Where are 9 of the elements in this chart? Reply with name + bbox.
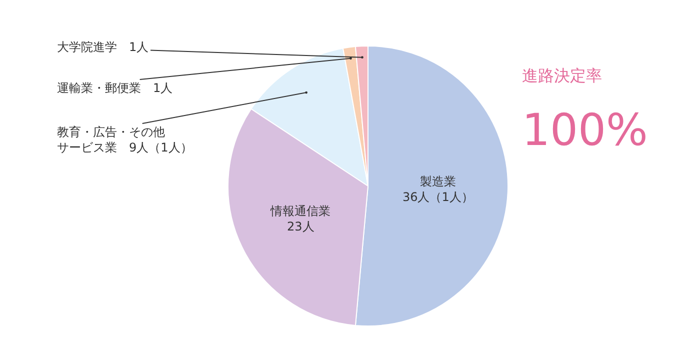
slice-label: 運輸業・郵便業 1人 (57, 81, 173, 95)
slice-label: 情報通信業 (270, 204, 331, 218)
text: 進路決定率 (522, 66, 602, 85)
text: 100% (522, 105, 648, 156)
slice-label: 教育・広告・その他サービス業 9人（1人） (57, 125, 192, 155)
slice-label: 大学院進学 1人 (57, 40, 149, 54)
slice-label: 製造業 (420, 174, 456, 188)
data-label: 23人 (286, 219, 314, 234)
data-label: 36人（1人） (402, 190, 474, 204)
